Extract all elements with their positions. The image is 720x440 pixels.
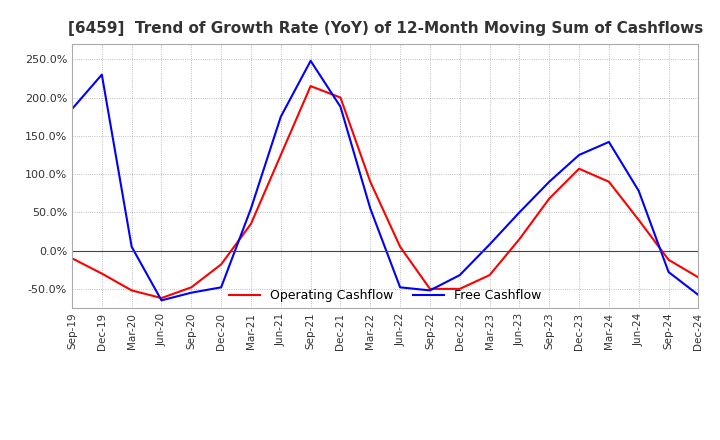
Operating Cashflow <box>68 256 76 261</box>
Free Cashflow <box>575 152 583 158</box>
Legend: Operating Cashflow, Free Cashflow: Operating Cashflow, Free Cashflow <box>224 284 546 307</box>
Operating Cashflow <box>276 152 285 158</box>
Free Cashflow <box>456 272 464 278</box>
Free Cashflow <box>276 114 285 119</box>
Free Cashflow <box>426 288 434 293</box>
Free Cashflow <box>545 179 554 184</box>
Operating Cashflow <box>306 84 315 89</box>
Free Cashflow <box>694 292 703 297</box>
Free Cashflow <box>157 298 166 303</box>
Free Cashflow <box>665 269 673 275</box>
Operating Cashflow <box>605 179 613 184</box>
Operating Cashflow <box>426 286 434 292</box>
Free Cashflow <box>605 139 613 145</box>
Free Cashflow <box>336 104 345 110</box>
Free Cashflow <box>485 242 494 247</box>
Free Cashflow <box>515 210 523 215</box>
Operating Cashflow <box>665 257 673 262</box>
Free Cashflow <box>187 290 196 295</box>
Free Cashflow <box>306 58 315 63</box>
Operating Cashflow <box>97 271 106 276</box>
Operating Cashflow <box>575 166 583 171</box>
Free Cashflow <box>217 285 225 290</box>
Operating Cashflow <box>456 286 464 292</box>
Title: [6459]  Trend of Growth Rate (YoY) of 12-Month Moving Sum of Cashflows: [6459] Trend of Growth Rate (YoY) of 12-… <box>68 21 703 36</box>
Free Cashflow <box>634 188 643 194</box>
Line: Free Cashflow: Free Cashflow <box>72 61 698 301</box>
Operating Cashflow <box>694 275 703 280</box>
Free Cashflow <box>68 106 76 112</box>
Operating Cashflow <box>634 217 643 223</box>
Free Cashflow <box>127 244 136 249</box>
Operating Cashflow <box>187 285 196 290</box>
Operating Cashflow <box>247 221 256 227</box>
Free Cashflow <box>97 72 106 77</box>
Operating Cashflow <box>515 236 523 242</box>
Free Cashflow <box>366 206 374 211</box>
Operating Cashflow <box>217 262 225 267</box>
Operating Cashflow <box>157 295 166 301</box>
Line: Operating Cashflow: Operating Cashflow <box>72 86 698 298</box>
Operating Cashflow <box>396 244 405 249</box>
Free Cashflow <box>396 285 405 290</box>
Operating Cashflow <box>336 95 345 100</box>
Operating Cashflow <box>366 179 374 184</box>
Operating Cashflow <box>127 288 136 293</box>
Free Cashflow <box>247 206 256 211</box>
Operating Cashflow <box>545 196 554 201</box>
Operating Cashflow <box>485 272 494 278</box>
